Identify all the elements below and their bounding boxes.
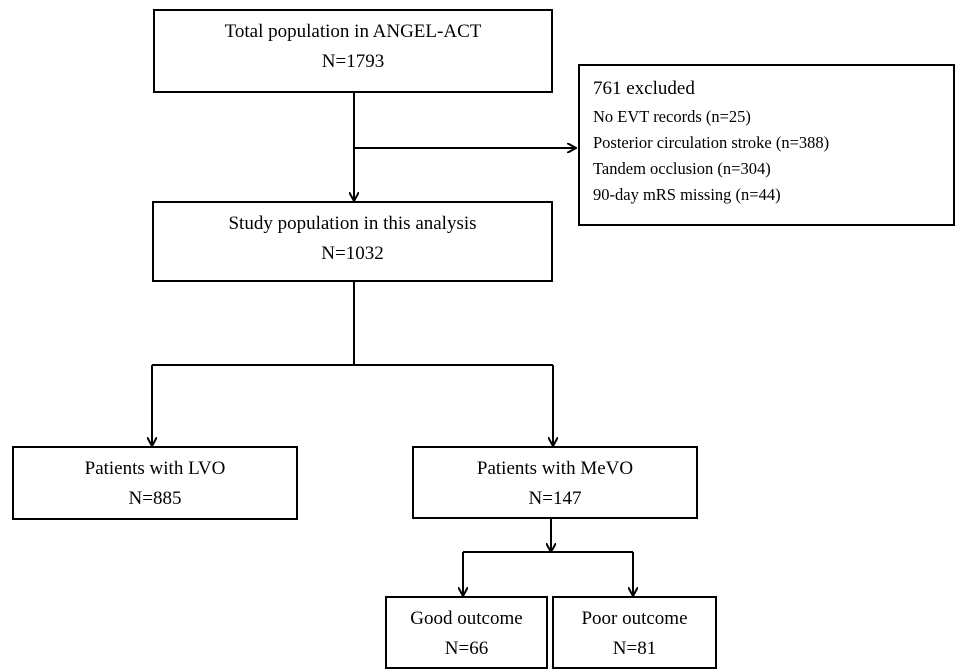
excluded-box: 761 excluded No EVT records (n=25) Poste… xyxy=(578,64,955,226)
lvo-box: Patients with LVO N=885 xyxy=(12,446,298,520)
lvo-label: Patients with LVO xyxy=(84,458,226,479)
lvo-count: N=885 xyxy=(128,488,182,509)
mevo-count: N=147 xyxy=(528,488,582,509)
good-outcome-label: Good outcome xyxy=(410,608,523,629)
excluded-item: 90-day mRS missing (n=44) xyxy=(593,185,781,204)
excluded-item: Posterior circulation stroke (n=388) xyxy=(593,133,830,152)
total-population-label: Total population in ANGEL-ACT xyxy=(224,21,482,42)
poor-outcome-count: N=81 xyxy=(612,638,657,659)
study-population-count: N=1032 xyxy=(321,243,384,264)
good-outcome-box: Good outcome N=66 xyxy=(385,596,548,669)
excluded-item: Tandem occlusion (n=304) xyxy=(593,159,771,178)
study-population-box: Study population in this analysis N=1032 xyxy=(152,201,553,282)
mevo-box: Patients with MeVO N=147 xyxy=(412,446,698,519)
good-outcome-count: N=66 xyxy=(444,638,489,659)
excluded-item: No EVT records (n=25) xyxy=(593,107,751,126)
mevo-label: Patients with MeVO xyxy=(476,458,634,479)
poor-outcome-label: Poor outcome xyxy=(581,608,688,629)
poor-outcome-box: Poor outcome N=81 xyxy=(552,596,717,669)
excluded-title: 761 excluded xyxy=(593,78,695,99)
study-population-label: Study population in this analysis xyxy=(228,213,477,234)
total-population-box: Total population in ANGEL-ACT N=1793 xyxy=(153,9,553,93)
total-population-count: N=1793 xyxy=(321,51,385,72)
